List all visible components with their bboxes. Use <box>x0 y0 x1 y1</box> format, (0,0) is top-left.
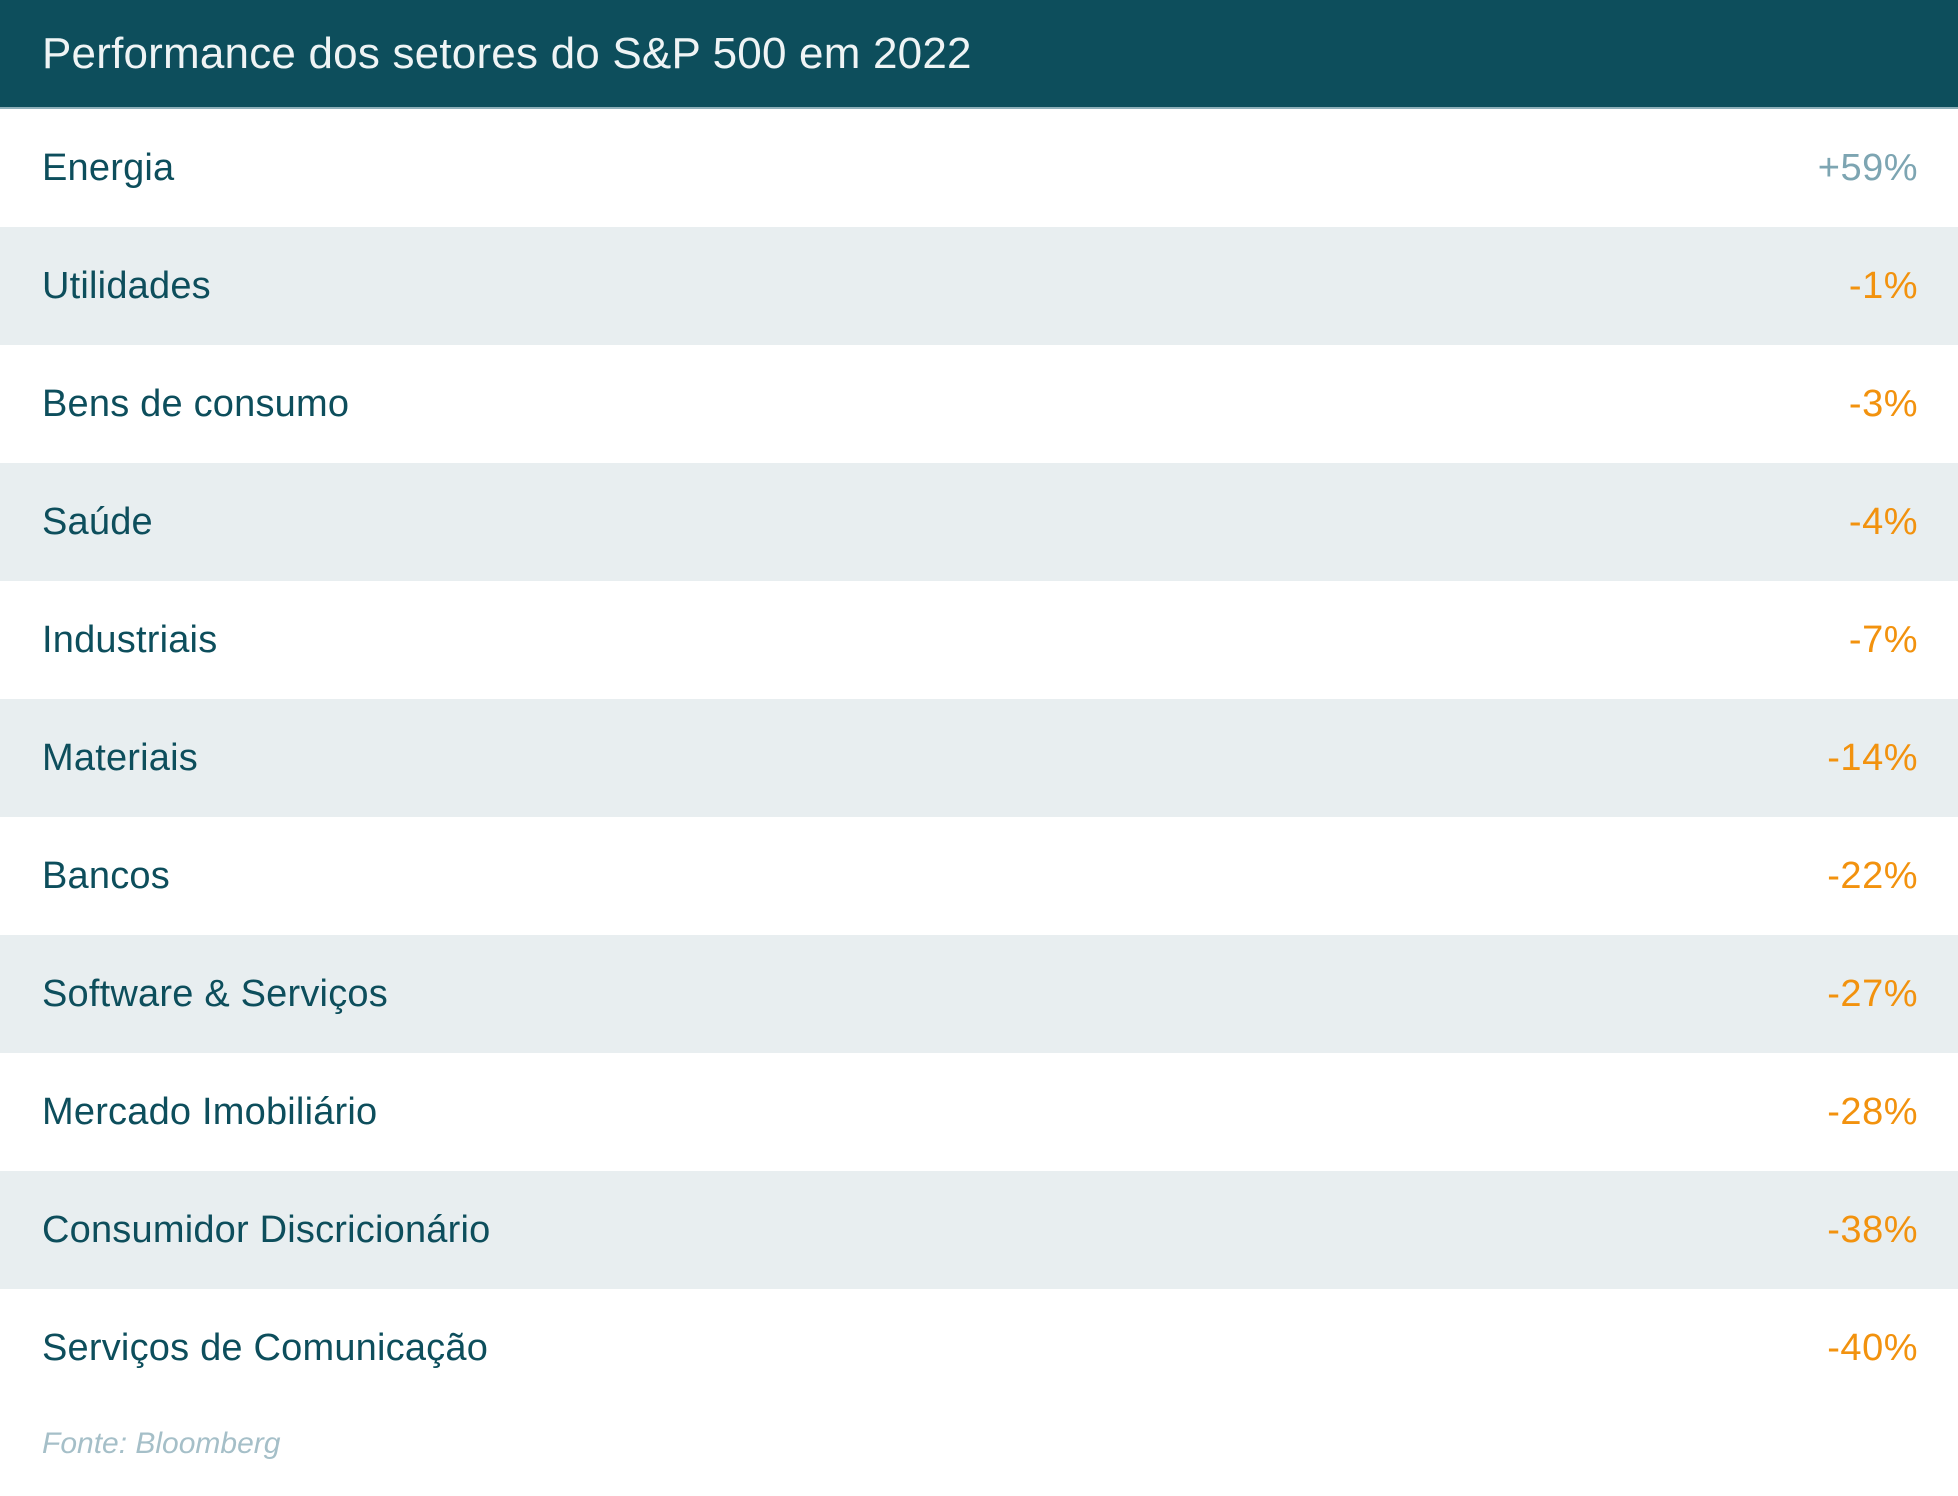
sector-label: Materiais <box>42 736 198 779</box>
sector-value: -1% <box>1848 264 1918 307</box>
chart-header: Performance dos setores do S&P 500 em 20… <box>0 0 1958 109</box>
sector-value: -3% <box>1848 382 1918 425</box>
sector-label: Bancos <box>42 854 170 897</box>
table-row: Saúde -4% <box>0 463 1958 581</box>
sector-value: -7% <box>1848 618 1918 661</box>
sector-label: Mercado Imobiliário <box>42 1090 378 1133</box>
source-note: Fonte: Bloomberg <box>42 1427 281 1460</box>
table-row: Consumidor Discricionário -38% <box>0 1171 1958 1289</box>
sector-value: -27% <box>1827 972 1918 1015</box>
table-row: Serviços de Comunicação -40% <box>0 1289 1958 1407</box>
table-row: Utilidades -1% <box>0 227 1958 345</box>
table-row: Energia +59% <box>0 109 1958 227</box>
sector-value: -38% <box>1827 1208 1918 1251</box>
sector-label: Bens de consumo <box>42 382 350 425</box>
sector-label: Utilidades <box>42 264 211 307</box>
sector-table: Energia +59% Utilidades -1% Bens de consumo -… <box>0 109 1958 1407</box>
table-row: Bens de consumo -3% <box>0 345 1958 463</box>
sector-value: -14% <box>1827 736 1918 779</box>
sector-label: Saúde <box>42 500 153 543</box>
sector-value: +59% <box>1817 146 1918 189</box>
sector-label: Software & Serviços <box>42 972 388 1015</box>
sector-label: Serviços de Comunicação <box>42 1326 489 1369</box>
chart-title: Performance dos setores do S&P 500 em 20… <box>42 28 972 78</box>
table-row: Mercado Imobiliário -28% <box>0 1053 1958 1171</box>
table-row: Industriais -7% <box>0 581 1958 699</box>
sector-label: Energia <box>42 146 175 189</box>
table-row: Bancos -22% <box>0 817 1958 935</box>
sector-label: Industriais <box>42 618 218 661</box>
sector-value: -4% <box>1848 500 1918 543</box>
table-row: Materiais -14% <box>0 699 1958 817</box>
chart-footer: Fonte: Bloomberg <box>0 1407 1958 1496</box>
sector-value: -28% <box>1827 1090 1918 1133</box>
sector-label: Consumidor Discricionário <box>42 1208 491 1251</box>
sector-value: -40% <box>1827 1326 1918 1369</box>
sector-value: -22% <box>1827 854 1918 897</box>
table-row: Software & Serviços -27% <box>0 935 1958 1053</box>
